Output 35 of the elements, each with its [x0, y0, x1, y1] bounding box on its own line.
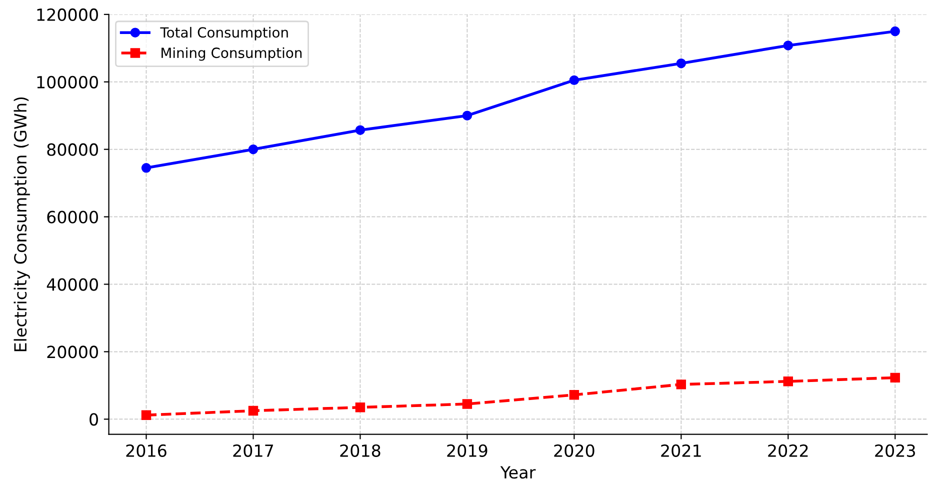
- point: [783, 40, 793, 50]
- x-tick-label: 2018: [340, 444, 380, 457]
- x-tick-label: 2017: [233, 444, 274, 457]
- legend-label: Total Consumption: [160, 26, 288, 40]
- point: [248, 406, 258, 416]
- x-tick-label: 2019: [447, 444, 488, 457]
- point: [890, 372, 900, 383]
- point: [569, 390, 580, 400]
- x-axis-title: Year: [500, 466, 536, 479]
- y-axis-title: Electricity Consumption (GWh): [14, 97, 30, 352]
- y-tick-label: 100000: [37, 76, 98, 88]
- point: [248, 144, 258, 154]
- point: [141, 410, 152, 420]
- y-tick-label: 40000: [46, 278, 98, 291]
- y-tick-label: 60000: [47, 210, 98, 224]
- point: [890, 26, 900, 36]
- y-tick-label: 20000: [47, 346, 98, 358]
- point: [783, 376, 793, 386]
- y-tick-label: 120000: [37, 8, 98, 21]
- y-tick-label: 80000: [47, 143, 98, 156]
- point: [355, 402, 366, 412]
- x-tick-label: 2022: [768, 444, 808, 457]
- point: [569, 75, 580, 86]
- point: [676, 380, 686, 390]
- x-tick-label: 2021: [661, 444, 701, 457]
- point: [462, 399, 472, 409]
- point: [676, 58, 686, 68]
- x-tick-label: 2016: [126, 444, 166, 457]
- x-tick-label: 2023: [875, 444, 915, 457]
- y-tick-label: 0: [90, 413, 98, 426]
- point: [355, 125, 366, 135]
- x-tick-label: 2020: [554, 444, 594, 457]
- point: [141, 163, 152, 173]
- point: [462, 110, 472, 120]
- legend-label: Mining Consumption: [162, 47, 302, 61]
